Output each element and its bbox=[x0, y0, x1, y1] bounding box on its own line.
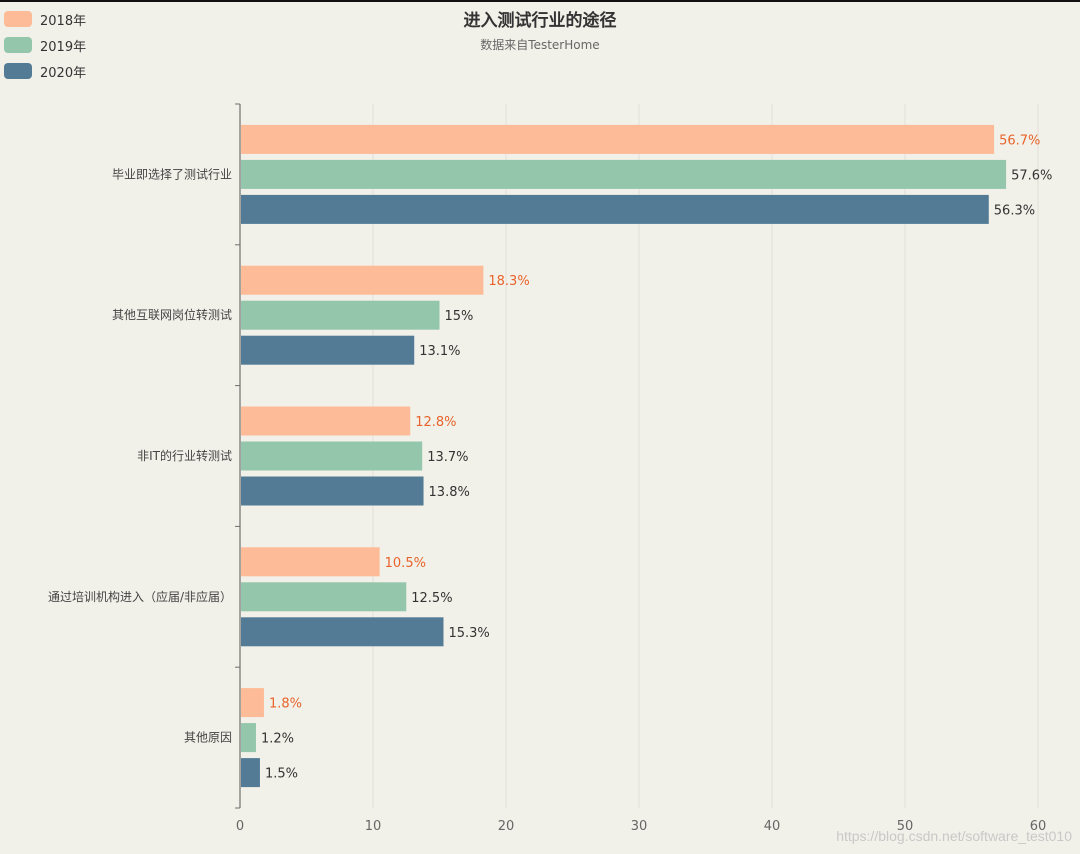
bar bbox=[241, 723, 256, 753]
chart-legend: 2018年 2019年 2020年 bbox=[4, 6, 86, 84]
bar bbox=[241, 406, 411, 436]
bar bbox=[241, 582, 407, 612]
data-label: 12.5% bbox=[411, 591, 452, 606]
legend-label: 2020年 bbox=[40, 65, 87, 81]
data-label: 57.6% bbox=[1011, 168, 1052, 183]
legend-label: 2019年 bbox=[40, 39, 87, 55]
category-label: 通过培训机构进入（应届/非应届） bbox=[48, 589, 232, 604]
x-tick-label: 30 bbox=[631, 819, 648, 834]
x-tick-label: 60 bbox=[1030, 819, 1047, 834]
legend-item-2019[interactable]: 2019年 bbox=[4, 32, 86, 58]
x-tick-label: 20 bbox=[498, 819, 515, 834]
legend-label: 2018年 bbox=[40, 13, 87, 29]
legend-swatch bbox=[4, 11, 32, 27]
category-label: 其他原因 bbox=[184, 731, 232, 745]
data-label: 18.3% bbox=[488, 274, 529, 289]
x-tick-label: 10 bbox=[365, 819, 382, 834]
legend-item-2020[interactable]: 2020年 bbox=[4, 58, 86, 84]
data-label: 1.2% bbox=[261, 732, 294, 747]
chart-subtitle: 数据来自TesterHome bbox=[480, 38, 600, 52]
bar bbox=[241, 688, 264, 718]
bar bbox=[241, 300, 440, 330]
category-label: 非IT的行业转测试 bbox=[137, 448, 232, 463]
bar bbox=[241, 758, 260, 788]
data-label: 1.8% bbox=[269, 697, 302, 712]
bar bbox=[241, 617, 444, 647]
category-label: 其他互联网岗位转测试 bbox=[112, 307, 232, 322]
legend-swatch bbox=[4, 37, 32, 53]
data-label: 1.5% bbox=[265, 767, 298, 782]
data-label: 56.7% bbox=[999, 133, 1040, 148]
bar bbox=[241, 265, 484, 295]
bar bbox=[241, 476, 424, 506]
x-tick-label: 40 bbox=[764, 819, 781, 834]
top-border bbox=[0, 0, 1080, 2]
data-label: 56.3% bbox=[994, 203, 1035, 218]
data-label: 15.3% bbox=[448, 626, 489, 641]
data-label: 13.1% bbox=[419, 344, 460, 359]
bar bbox=[241, 124, 995, 154]
data-label: 15% bbox=[445, 309, 474, 324]
data-label: 13.7% bbox=[427, 450, 468, 465]
bar bbox=[241, 194, 989, 224]
bar bbox=[241, 547, 380, 577]
x-tick-label: 0 bbox=[236, 819, 244, 834]
bar bbox=[241, 441, 423, 471]
legend-item-2018[interactable]: 2018年 bbox=[4, 6, 86, 32]
data-label: 12.8% bbox=[415, 415, 456, 430]
bar bbox=[241, 159, 1007, 189]
watermark: https://blog.csdn.net/software_test010 bbox=[836, 828, 1072, 844]
bar bbox=[241, 335, 415, 365]
data-label: 10.5% bbox=[385, 556, 426, 571]
chart-title: 进入测试行业的途径 bbox=[463, 11, 617, 31]
category-label: 毕业即选择了测试行业 bbox=[112, 166, 232, 181]
data-label: 13.8% bbox=[429, 485, 470, 500]
x-tick-label: 50 bbox=[897, 819, 914, 834]
legend-swatch bbox=[4, 63, 32, 79]
